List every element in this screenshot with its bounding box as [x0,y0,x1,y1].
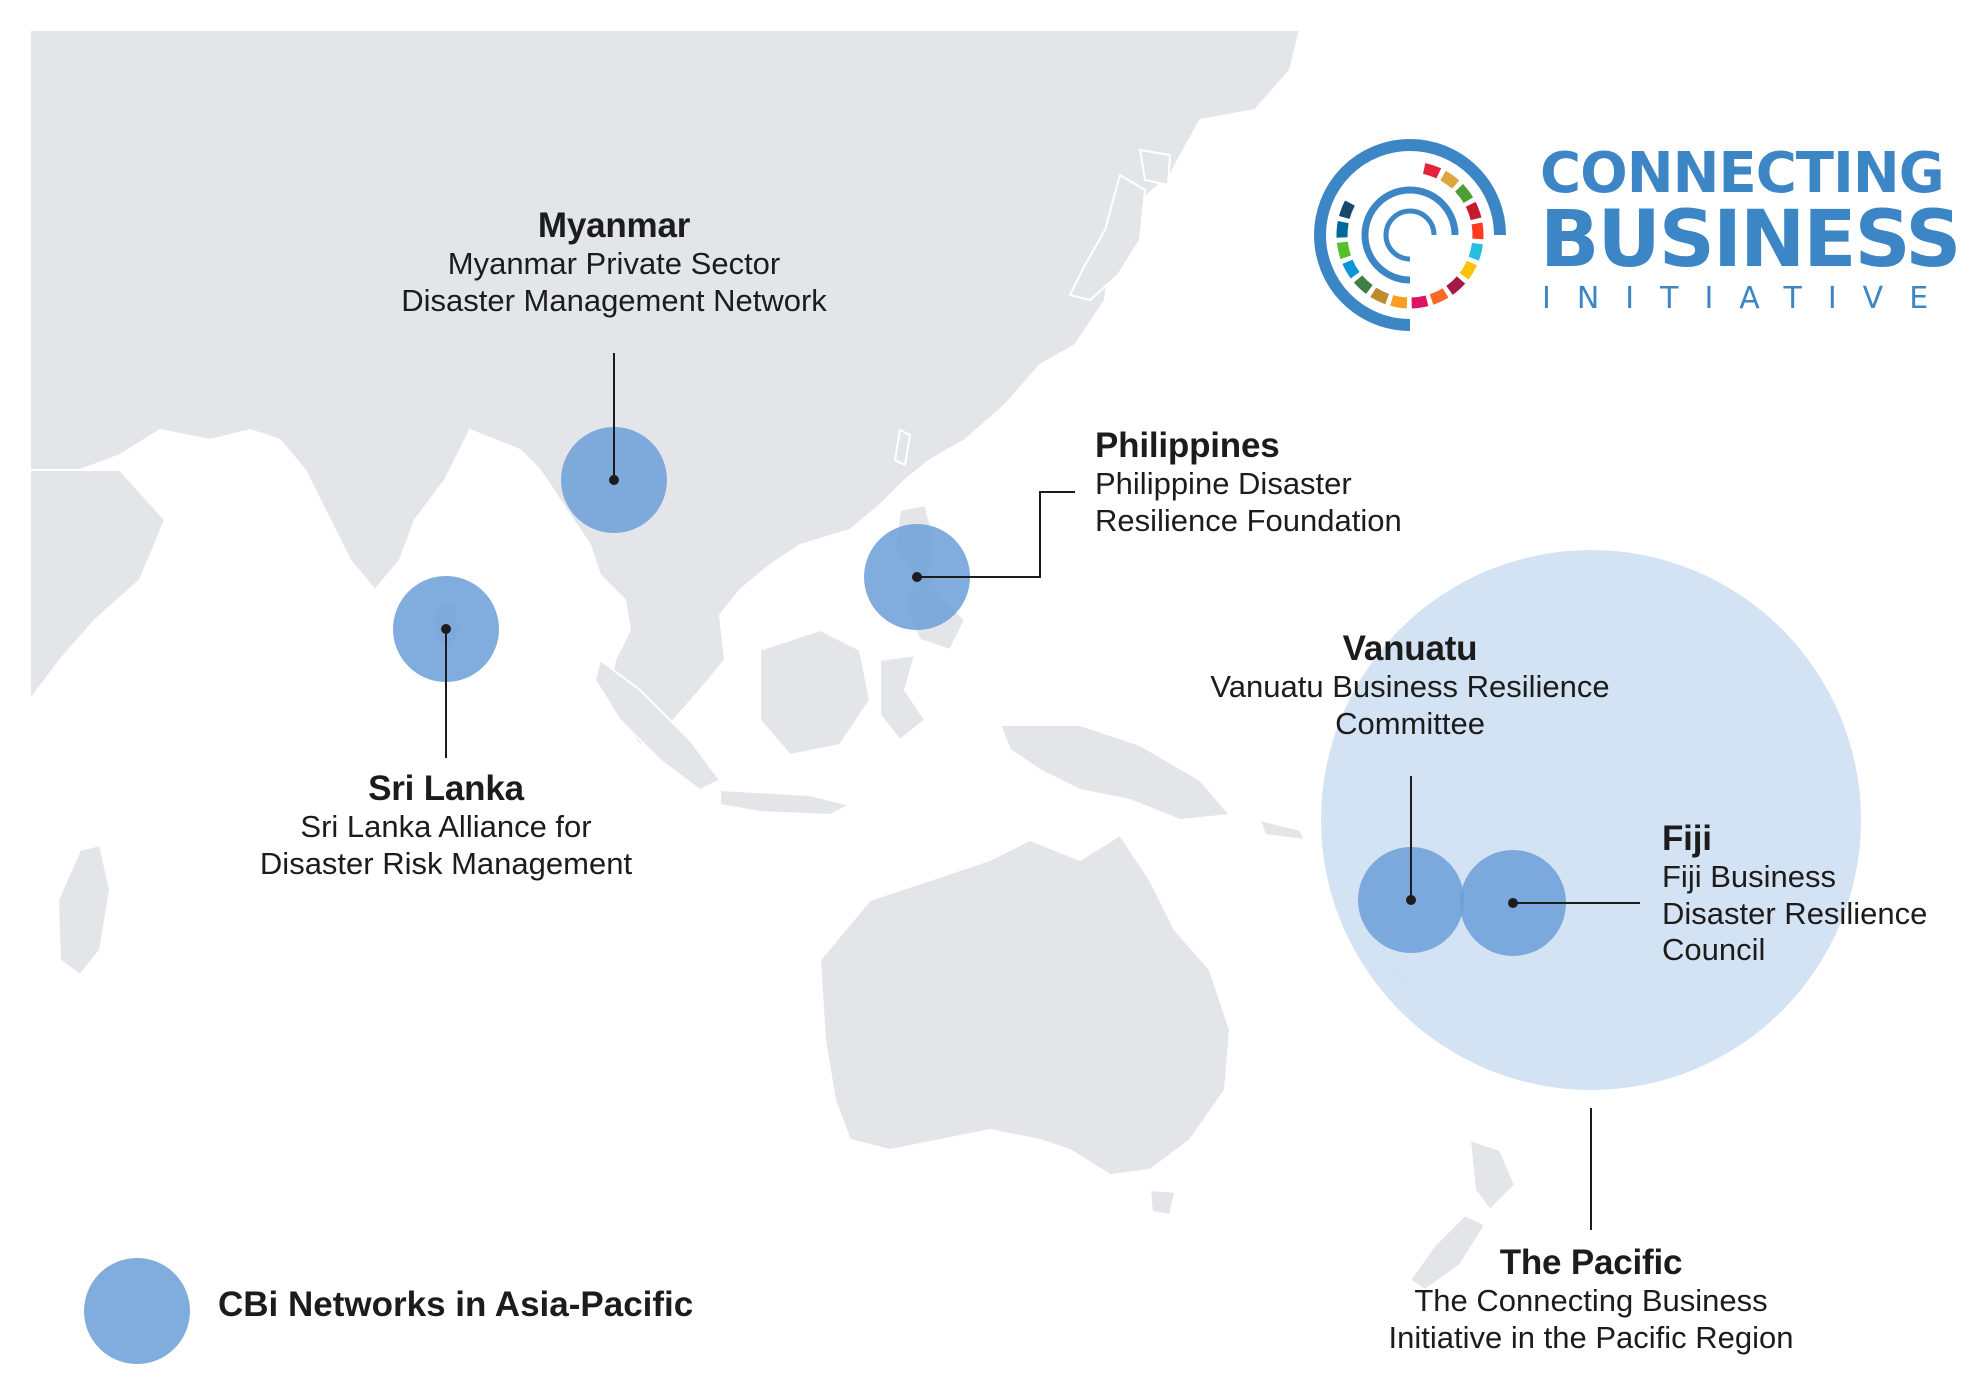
logo-segment [1338,200,1355,220]
logo-segment [1446,276,1466,295]
pacific-line-2: Initiative in the Pacific Region [1388,1319,1794,1355]
logo-line-1: CONNECTING [1540,141,1945,206]
fiji-description: Fiji Business Disaster Resilience Counci… [1662,859,1962,969]
vanuatu-point [1406,895,1416,905]
philippines-line-1: Philippine Disaster [1095,466,1352,502]
connecting-business-logo: CONNECTING BUSINESS INITIATIVE [1310,135,1961,335]
logo-segment [1459,260,1477,280]
sumatra-land [593,658,722,792]
vanuatu-title: Vanuatu [1342,629,1478,668]
logo-segment [1422,163,1442,179]
fiji-line-3: Council [1662,932,1766,968]
myanmar-line-2: Disaster Management Network [401,282,827,318]
logo-segment-ring [1336,163,1484,309]
new-zealand-south-land [1408,1213,1487,1292]
australia-land [818,833,1232,1177]
logo-segment [1468,242,1483,261]
pacific-line-1: The Connecting Business [1414,1283,1768,1319]
logo-segment [1342,259,1360,279]
tasmania-land [1148,1188,1177,1217]
myanmar-label: Myanmar Myanmar Private Sector Disaster … [354,205,874,319]
logo-segment [1440,170,1460,189]
logo-segment [1471,222,1484,240]
logo-segment [1370,287,1390,305]
myanmar-title: Myanmar [537,206,691,245]
sri-lanka-description: Sri Lanka Alliance for Disaster Risk Man… [210,809,682,882]
vanuatu-line-2: Committee [1335,705,1485,741]
solomon-islands-land [1258,818,1307,842]
new-zealand-north-land [1468,1138,1517,1212]
sulawesi-land [879,653,927,742]
madagascar-land [56,843,112,977]
logo-segment [1411,295,1429,309]
philippines-point [912,572,922,582]
sri-lanka-label: Sri Lanka Sri Lanka Alliance for Disaste… [210,768,682,882]
logo-segment [1336,241,1352,260]
philippines-label: Philippines Philippine Disaster Resilien… [1095,425,1495,539]
pacific-region-circle [1321,550,1861,1090]
sri-lanka-title: Sri Lanka [368,769,524,808]
fiji-line-2: Disaster Resilience [1662,895,1928,931]
fiji-title: Fiji [1662,819,1712,858]
philippines-title: Philippines [1095,426,1280,465]
logo-line-2: BUSINESS [1540,195,1961,285]
philippines-line-2: Resilience Foundation [1095,502,1402,538]
vanuatu-description: Vanuatu Business Resilience Committee [1180,669,1640,742]
japan-land [1068,173,1147,302]
pacific-description: The Connecting Business Initiative in th… [1360,1283,1822,1356]
sri-lanka-point [441,624,451,634]
java-land [719,788,853,817]
logo-segment [1465,201,1482,221]
fiji-line-1: Fiji Business [1662,859,1836,895]
philippines-description: Philippine Disaster Resilience Foundatio… [1095,466,1495,539]
logo-line-3: INITIATIVE [1542,281,1955,316]
philippines-leader-line [917,491,1075,578]
logo-segment [1390,295,1408,309]
logo-segment [1454,184,1474,204]
hokkaido-land [1138,148,1172,187]
leader-dots [441,475,1518,908]
legend-marker [84,1258,190,1364]
new-guinea-land [998,724,1233,822]
pacific-title: The Pacific [1499,1243,1683,1282]
pacific-label: The Pacific The Connecting Business Init… [1360,1242,1822,1356]
vanuatu-label: Vanuatu Vanuatu Business Resilience Comm… [1180,628,1640,742]
legend-label: CBi Networks in Asia-Pacific [218,1285,694,1324]
borneo-land [759,628,872,757]
myanmar-point [609,475,619,485]
sri-lanka-line-1: Sri Lanka Alliance for [300,809,592,845]
myanmar-description: Myanmar Private Sector Disaster Manageme… [354,246,874,319]
logo-segment [1353,275,1373,294]
logo-rings-icon [1314,139,1506,331]
taiwan-land [893,428,912,467]
asia-mainland-land [29,29,1302,747]
logo-segment [1429,288,1449,305]
arabia-land [29,469,167,703]
fiji-point [1508,898,1518,908]
logo-segment [1336,221,1349,238]
vanuatu-line-1: Vanuatu Business Resilience [1210,669,1610,705]
myanmar-line-1: Myanmar Private Sector [447,246,781,282]
leader-lines [445,353,1640,1230]
fiji-label: Fiji Fiji Business Disaster Resilience C… [1662,818,1962,969]
sri-lanka-line-2: Disaster Risk Management [259,845,633,881]
